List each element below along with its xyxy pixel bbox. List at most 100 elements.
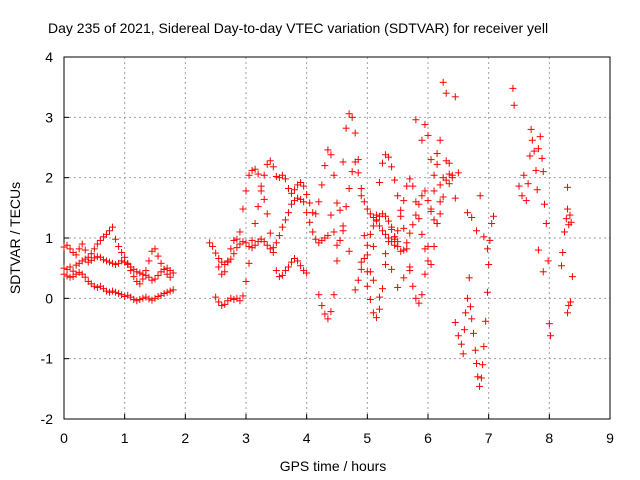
data-point	[90, 282, 98, 290]
data-point	[306, 199, 314, 207]
data-point	[118, 248, 126, 256]
y-axis-label: SDTVAR / TECUs	[7, 182, 23, 294]
data-point	[382, 250, 390, 258]
data-point	[248, 166, 256, 174]
data-point	[357, 192, 365, 200]
data-point	[284, 263, 292, 271]
data-point	[430, 216, 438, 224]
data-point	[251, 165, 259, 173]
data-point	[397, 247, 405, 255]
data-point	[312, 235, 320, 243]
data-point	[412, 198, 420, 206]
data-point	[533, 186, 541, 194]
data-point	[160, 265, 168, 273]
data-point	[473, 359, 481, 367]
data-point	[239, 238, 247, 246]
y-tick-label: 3	[45, 109, 53, 125]
data-point	[483, 245, 491, 253]
data-point	[394, 283, 402, 291]
data-point	[284, 209, 292, 217]
data-point	[483, 288, 491, 296]
data-point	[480, 343, 488, 351]
data-point	[318, 181, 326, 189]
data-point	[93, 253, 101, 261]
data-point	[442, 89, 450, 97]
data-point	[109, 287, 117, 295]
data-point	[124, 291, 132, 299]
data-point	[221, 300, 229, 308]
data-point	[309, 228, 317, 236]
x-tick-label: 6	[424, 430, 432, 446]
x-axis-label: GPS time / hours	[280, 458, 387, 474]
data-point	[309, 209, 317, 217]
data-point	[369, 309, 377, 317]
data-point	[451, 93, 459, 101]
data-point	[406, 175, 414, 183]
data-point	[568, 273, 576, 281]
data-point	[139, 294, 147, 302]
data-point	[379, 227, 386, 235]
data-point	[369, 276, 377, 284]
data-point	[148, 276, 156, 284]
data-point	[142, 267, 150, 275]
data-point	[454, 332, 462, 340]
data-point	[63, 241, 71, 249]
data-point	[339, 227, 347, 235]
data-point	[397, 212, 405, 220]
data-point	[454, 169, 462, 177]
tick-label-layer: 0 1 2 3 4 5 6 7 8 9 -2 -1 0 1 2 3 4	[41, 49, 615, 446]
data-point	[60, 264, 68, 272]
x-tick-label: 4	[303, 430, 311, 446]
data-point	[526, 152, 534, 160]
data-point	[75, 245, 83, 253]
y-tick-label: 4	[45, 49, 53, 65]
data-point	[391, 241, 399, 249]
data-point	[468, 213, 476, 221]
data-point	[324, 315, 332, 323]
data-point	[564, 183, 572, 191]
data-point	[294, 194, 302, 202]
data-point	[406, 263, 414, 271]
x-tick-label: 5	[363, 430, 371, 446]
data-point	[345, 110, 353, 118]
data-point	[336, 206, 344, 214]
data-point	[534, 246, 542, 254]
data-point	[354, 156, 362, 164]
data-point	[109, 259, 117, 267]
data-point	[269, 248, 277, 256]
data-point	[115, 242, 123, 250]
data-point	[439, 193, 447, 201]
data-point	[145, 273, 153, 281]
chart-title: Day 235 of 2021, Sidereal Day-to-day VTE…	[48, 20, 548, 36]
data-point	[251, 220, 259, 228]
data-point	[227, 294, 235, 302]
data-point	[288, 258, 295, 266]
x-tick-label: 9	[606, 430, 614, 446]
data-point	[336, 236, 344, 244]
data-point	[515, 182, 523, 190]
data-point	[327, 308, 335, 316]
data-point	[63, 272, 71, 280]
data-point	[418, 192, 426, 200]
data-point	[524, 180, 532, 188]
data-point	[124, 259, 132, 267]
data-point	[342, 124, 350, 132]
data-point	[385, 238, 393, 246]
data-point	[333, 199, 341, 207]
data-point	[345, 247, 353, 255]
data-point	[510, 101, 518, 109]
data-point	[375, 305, 383, 313]
data-point	[436, 181, 444, 189]
data-point	[230, 296, 238, 304]
y-tick-label: -1	[41, 351, 54, 367]
data-point	[315, 198, 323, 206]
data-point	[545, 320, 553, 328]
data-point	[540, 200, 548, 208]
data-point	[142, 293, 150, 301]
data-point	[136, 280, 144, 288]
data-point	[388, 226, 396, 234]
data-point	[121, 253, 129, 261]
data-point	[272, 267, 280, 275]
data-point	[379, 159, 386, 167]
